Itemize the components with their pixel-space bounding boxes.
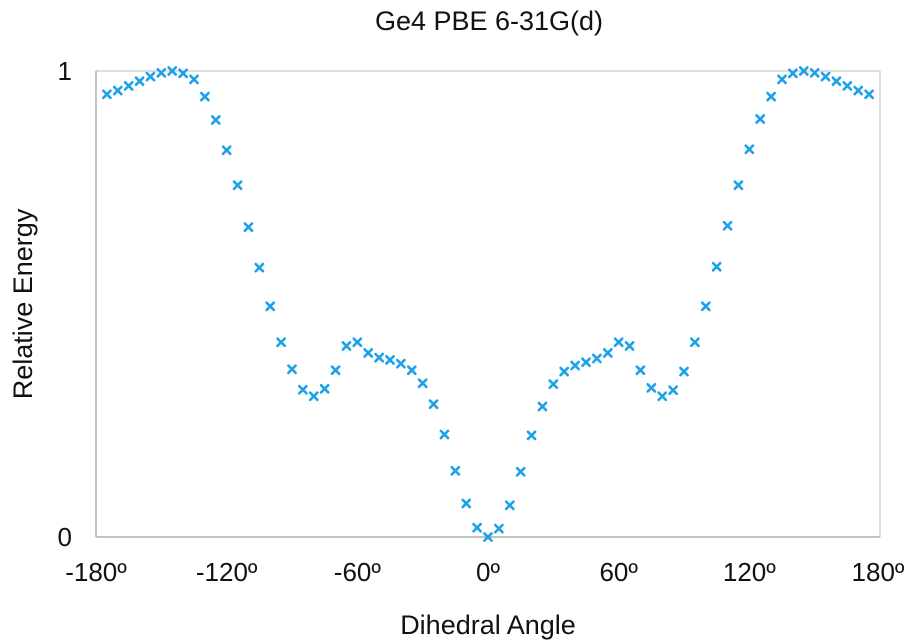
data-point — [265, 301, 276, 312]
data-point — [526, 430, 537, 441]
data-point — [450, 465, 461, 476]
data-point — [668, 385, 679, 396]
data-point — [319, 383, 330, 394]
data-point — [210, 115, 221, 125]
data-markers — [101, 66, 875, 542]
data-point — [189, 74, 199, 85]
data-point — [777, 74, 787, 85]
data-point — [221, 145, 232, 156]
x-tick-label: 60º — [599, 557, 638, 587]
y-tick-labels: 01 — [58, 56, 72, 552]
data-point — [766, 91, 777, 102]
data-point — [363, 348, 374, 358]
y-axis-label: Relative Energy — [8, 208, 38, 399]
data-point — [178, 68, 189, 79]
x-tick-label: -60º — [334, 557, 382, 587]
data-point — [635, 365, 646, 376]
data-point — [145, 71, 156, 82]
x-tick-label: 120º — [723, 557, 776, 587]
data-point — [156, 67, 167, 78]
y-tick-label: 1 — [58, 56, 72, 86]
data-point — [864, 89, 875, 100]
data-point — [472, 522, 483, 533]
data-point — [515, 466, 526, 477]
x-tick-labels: -180º -120º -60º 0º 60º 120º 180º — [65, 557, 905, 587]
plot-frame — [95, 70, 881, 538]
data-point — [613, 337, 624, 348]
data-point — [853, 85, 864, 96]
data-point — [123, 81, 134, 91]
data-point — [199, 91, 210, 102]
data-point — [537, 401, 548, 412]
data-point — [428, 399, 439, 410]
data-point — [352, 337, 363, 348]
data-point — [101, 89, 112, 100]
data-point — [493, 523, 504, 534]
data-point — [308, 391, 319, 402]
data-point — [330, 365, 341, 376]
data-point — [559, 366, 570, 377]
data-point — [602, 348, 613, 358]
data-point — [134, 76, 145, 87]
data-point — [679, 366, 689, 377]
data-point — [297, 384, 308, 395]
data-point — [831, 76, 842, 87]
data-point — [417, 378, 428, 389]
x-tick-label: -180º — [65, 557, 127, 587]
data-point — [700, 301, 711, 312]
data-point — [341, 341, 352, 351]
data-point — [504, 500, 515, 511]
chart-title: Ge4 PBE 6-31G(d) — [375, 6, 603, 36]
x-tick-label: -120º — [196, 557, 258, 587]
data-point — [581, 357, 591, 368]
data-point — [798, 66, 809, 76]
data-point — [657, 391, 668, 402]
data-point — [395, 358, 406, 369]
data-point — [722, 220, 733, 231]
data-point — [374, 352, 385, 363]
data-point — [276, 337, 287, 348]
data-point — [439, 429, 450, 440]
y-tick-label: 0 — [58, 522, 72, 552]
data-point — [646, 382, 657, 393]
data-point — [461, 498, 472, 509]
data-point — [112, 85, 123, 96]
data-point — [842, 81, 853, 91]
data-point — [787, 68, 798, 79]
data-point — [167, 66, 178, 76]
data-point — [820, 71, 831, 82]
data-point — [689, 337, 700, 348]
data-point — [232, 180, 243, 191]
data-point — [483, 532, 493, 542]
data-point — [809, 67, 820, 78]
data-point — [548, 379, 559, 390]
x-tick-label: 180º — [852, 557, 905, 587]
data-point — [591, 353, 602, 364]
data-point — [624, 341, 635, 351]
data-point — [744, 144, 755, 155]
data-point — [243, 222, 254, 233]
data-point — [287, 364, 297, 375]
data-point — [755, 114, 766, 124]
x-tick-label: 0º — [476, 557, 500, 587]
data-point — [254, 262, 265, 273]
data-point — [406, 365, 417, 376]
data-point — [385, 355, 395, 365]
x-axis-label: Dihedral Angle — [400, 610, 576, 640]
data-point — [733, 180, 744, 191]
data-point — [570, 360, 581, 371]
data-point — [711, 261, 722, 272]
